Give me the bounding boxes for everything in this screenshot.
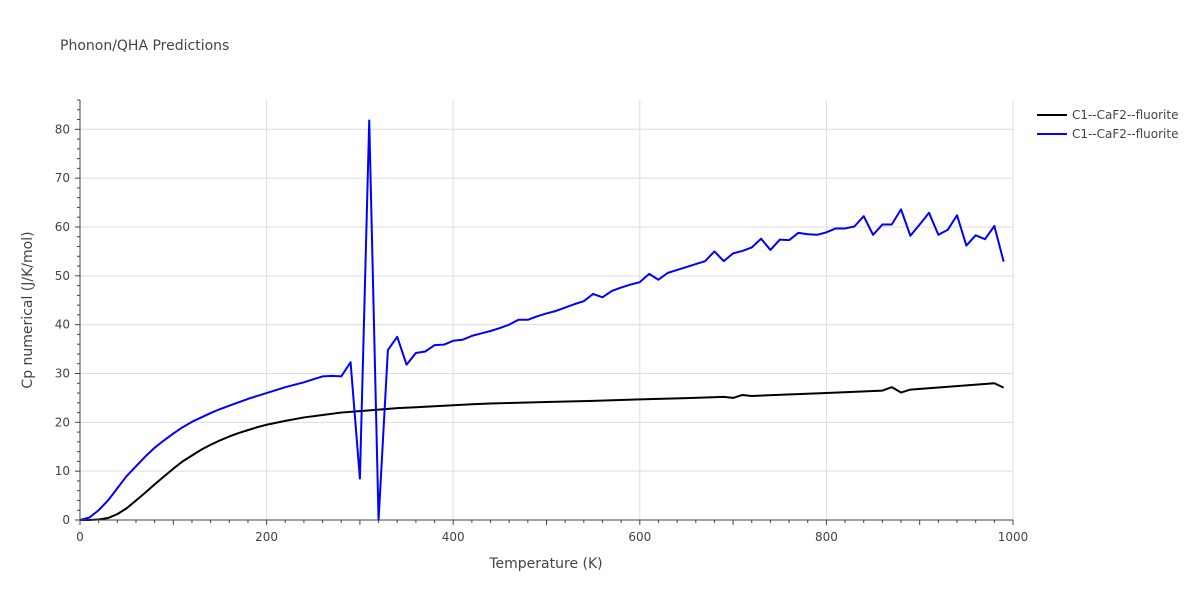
y-tick-label: 20 [55, 415, 70, 429]
x-tick-label: 1000 [998, 530, 1029, 544]
legend-item-1[interactable]: C1--CaF2--fluorite [1037, 108, 1178, 122]
y-tick-label: 50 [55, 269, 70, 283]
y-tick-label: 60 [55, 220, 70, 234]
legend[interactable]: C1--CaF2--fluorite C1--CaF2--fluorite [1037, 108, 1178, 141]
series-line-2[interactable] [79, 119, 1005, 521]
x-tick-label: 400 [442, 530, 465, 544]
x-tick-label: 0 [76, 530, 84, 544]
plot-area [79, 119, 1005, 521]
y-axis-label: Cp numerical (J/K/mol) [20, 231, 36, 388]
legend-item-2[interactable]: C1--CaF2--fluorite [1037, 127, 1178, 141]
chart-title: Phonon/QHA Predictions [60, 38, 229, 54]
legend-label: C1--CaF2--fluorite [1072, 108, 1178, 122]
y-tick-label: 10 [55, 464, 70, 478]
y-tick-label: 80 [55, 122, 70, 136]
y-tick-label: 40 [55, 318, 70, 332]
y-tick-label: 30 [55, 366, 70, 380]
x-axis-label: Temperature (K) [488, 556, 602, 572]
y-tick-label: 70 [55, 171, 70, 185]
x-tick-label: 800 [815, 530, 838, 544]
y-tick-label: 0 [62, 513, 70, 527]
grid [80, 100, 1014, 520]
axes: 0 200 400 600 800 1000 0 10 20 30 40 50 60 70 80 [55, 99, 1029, 544]
x-tick-label: 200 [255, 530, 278, 544]
legend-label: C1--CaF2--fluorite [1072, 127, 1178, 141]
x-tick-label: 600 [628, 530, 651, 544]
series-line-1[interactable] [80, 382, 1005, 521]
